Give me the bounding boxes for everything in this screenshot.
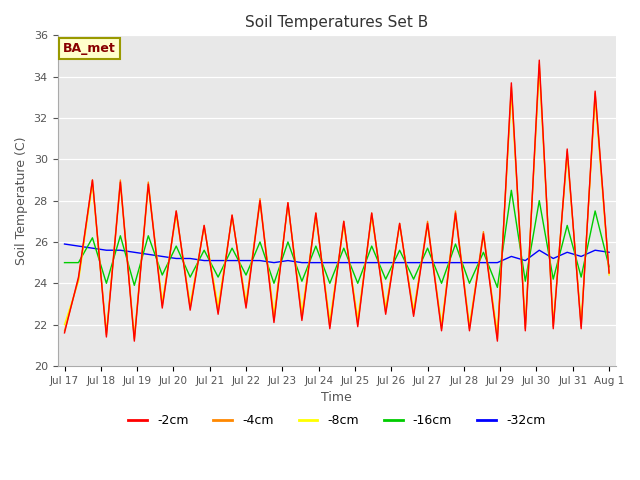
Text: BA_met: BA_met	[63, 42, 116, 55]
Y-axis label: Soil Temperature (C): Soil Temperature (C)	[15, 136, 28, 265]
Legend: -2cm, -4cm, -8cm, -16cm, -32cm: -2cm, -4cm, -8cm, -16cm, -32cm	[124, 409, 550, 432]
Title: Soil Temperatures Set B: Soil Temperatures Set B	[245, 15, 428, 30]
X-axis label: Time: Time	[321, 391, 352, 404]
